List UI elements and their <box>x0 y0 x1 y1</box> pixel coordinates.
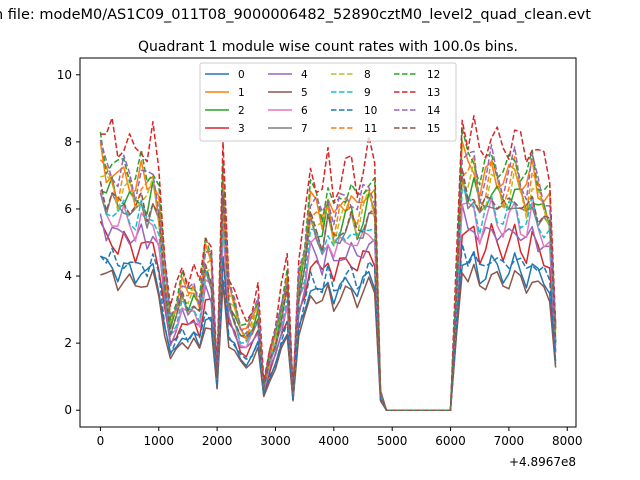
x-tick-label: 7000 <box>494 434 525 448</box>
series-line-10 <box>99 243 557 411</box>
series-line-9 <box>99 180 557 411</box>
legend-label-6: 6 <box>301 105 308 117</box>
x-tick-label: 6000 <box>435 434 466 448</box>
legend-label-13: 13 <box>427 87 440 99</box>
series-line-5 <box>100 263 557 411</box>
legend-label-8: 8 <box>364 69 371 81</box>
y-tick-label: 2 <box>64 336 72 350</box>
legend-label-14: 14 <box>427 105 441 117</box>
legend-frame <box>199 62 457 142</box>
series-line-6 <box>99 190 557 411</box>
x-tick-label: 3000 <box>260 434 291 448</box>
series-layer <box>99 114 557 411</box>
legend-label-1: 1 <box>238 87 245 99</box>
series-line-13 <box>100 114 557 411</box>
legend-label-15: 15 <box>427 123 440 135</box>
x-tick-label: 1000 <box>144 434 175 448</box>
y-tick-label: 8 <box>64 135 72 149</box>
series-line-14 <box>99 139 557 411</box>
y-tick-label: 10 <box>57 68 72 82</box>
x-tick-label: 2000 <box>202 434 233 448</box>
chart-title: Quadrant 1 module wise count rates with … <box>138 39 518 55</box>
series-line-11 <box>99 155 557 411</box>
legend-label-7: 7 <box>301 123 308 135</box>
y-tick-label: 4 <box>64 269 72 283</box>
x-tick-label: 5000 <box>377 434 408 448</box>
legend-label-4: 4 <box>301 69 308 81</box>
series-line-12 <box>99 127 557 411</box>
legend-label-12: 12 <box>427 69 440 81</box>
x-tick-label: 8000 <box>552 434 583 448</box>
y-tick-label: 0 <box>64 403 72 417</box>
y-axis: 0 2 4 6 8 10 <box>57 68 80 417</box>
y-tick-label: 6 <box>64 202 72 216</box>
x-offset-label: +4.8967e8 <box>509 455 576 469</box>
series-line-15 <box>99 167 557 411</box>
legend-label-2: 2 <box>238 105 245 117</box>
legend-label-11: 11 <box>364 123 377 135</box>
legend-label-3: 3 <box>238 123 245 135</box>
legend-label-0: 0 <box>238 69 245 81</box>
x-tick-label: 4000 <box>319 434 350 448</box>
legend-label-9: 9 <box>364 87 371 99</box>
x-tick-label: 0 <box>97 434 105 448</box>
x-axis: 0 1000 2000 3000 4000 5000 6000 7000 8000 <box>97 427 583 448</box>
legend-label-10: 10 <box>364 105 377 117</box>
legend-label-5: 5 <box>301 87 308 99</box>
suptitle: n file: modeM0/AS1C09_011T08_9000006482_… <box>0 7 591 23</box>
